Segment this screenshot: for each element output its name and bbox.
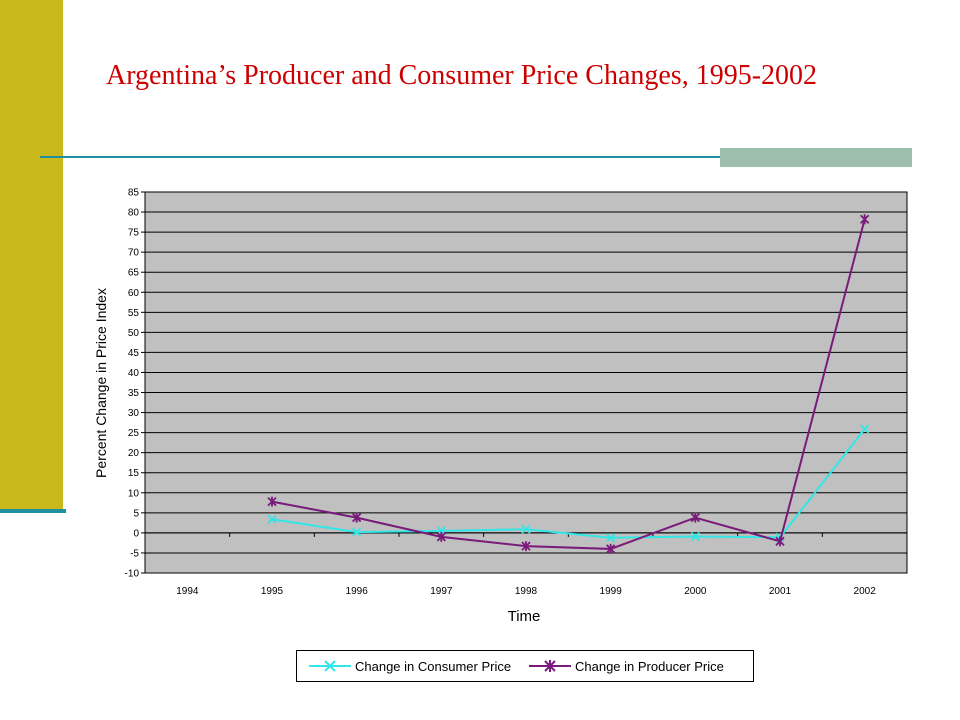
title-accent-block: [720, 148, 912, 167]
legend-consumer-marker-icon: [309, 660, 351, 672]
x-tick-label: 2000: [684, 586, 707, 597]
y-tick-label: 65: [128, 268, 140, 279]
y-tick-label: -5: [130, 548, 139, 559]
x-tick-label: 1996: [346, 586, 369, 597]
legend-producer-marker-icon: [529, 660, 571, 672]
x-tick-label: 1999: [600, 586, 623, 597]
data-point-1: [267, 496, 277, 507]
legend-label-producer: Change in Producer Price: [575, 658, 724, 674]
x-tick-label: 1998: [515, 586, 538, 597]
y-tick-label: 5: [133, 508, 139, 519]
x-tick-label: 2001: [769, 586, 792, 597]
slide-title: Argentina’s Producer and Consumer Price …: [106, 60, 818, 91]
y-tick-label: 70: [128, 248, 140, 259]
data-point-0: [352, 527, 362, 537]
y-tick-label: 0: [133, 528, 139, 539]
y-axis-label: Percent Change in Price Index: [93, 288, 109, 478]
x-tick-label: 1995: [261, 586, 284, 597]
data-point-1: [690, 512, 700, 523]
data-point-0: [606, 533, 616, 543]
y-tick-label: 25: [128, 428, 140, 439]
plot-area: [144, 191, 908, 574]
legend-label-consumer: Change in Consumer Price: [355, 658, 512, 674]
y-tick-label: 60: [128, 288, 140, 299]
x-tick-label: 2002: [854, 586, 877, 597]
y-tick-label: 35: [128, 388, 140, 399]
data-point-1: [860, 214, 870, 225]
sidebar-edge-line: [0, 509, 66, 513]
decorative-sidebar: [0, 0, 63, 512]
legend-item-producer: Change in Producer Price: [529, 651, 724, 681]
y-tick-label: 20: [128, 448, 140, 459]
y-tick-label: 40: [128, 368, 140, 379]
data-point-0: [860, 424, 870, 434]
data-point-0: [690, 531, 700, 542]
y-tick-label: 45: [128, 348, 140, 359]
y-tick-label: 80: [128, 208, 140, 219]
y-tick-label: 15: [128, 468, 140, 479]
y-tick-label: 75: [128, 228, 140, 239]
y-tick-label: -10: [125, 569, 140, 580]
chart-legend: Change in Consumer Price Change in Produ…: [296, 650, 754, 682]
y-tick-label: 85: [128, 188, 140, 199]
data-point-0: [521, 524, 531, 534]
series-line-1: [271, 219, 866, 550]
data-point-1: [352, 512, 362, 523]
y-tick-label: 10: [128, 488, 140, 499]
data-point-1: [436, 531, 446, 542]
x-tick-label: 1997: [430, 586, 453, 597]
x-tick-label: 1994: [176, 586, 199, 597]
data-point-1: [521, 541, 531, 552]
y-tick-label: 30: [128, 408, 140, 419]
title-underline: [40, 156, 912, 158]
legend-item-consumer: Change in Consumer Price: [309, 651, 511, 681]
data-point-0: [267, 514, 277, 524]
y-tick-label: 50: [128, 328, 140, 339]
y-tick-label: 55: [128, 308, 140, 319]
data-point-1: [606, 543, 616, 554]
data-point-1: [775, 536, 785, 547]
x-axis-label: Time: [508, 608, 541, 625]
